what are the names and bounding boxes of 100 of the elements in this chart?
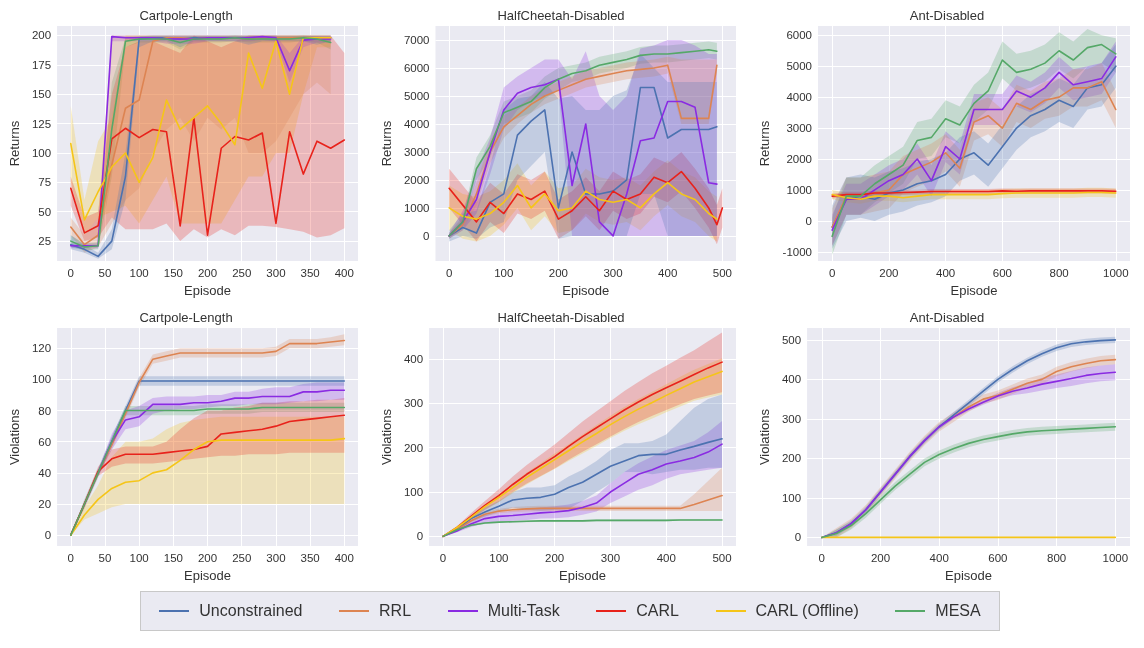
y-tick-label: 5000 (786, 60, 812, 73)
y-tick-label: 0 (794, 531, 802, 544)
x-tick-label: 100 (129, 552, 149, 565)
y-axis-title: Returns (379, 120, 394, 167)
legend-label: RRL (379, 602, 412, 620)
x-tick-label: 100 (494, 267, 514, 280)
x-tick-label: 50 (98, 267, 112, 280)
chart-title: HalfCheetah-Disabled (497, 8, 625, 23)
x-tick-label: 0 (439, 552, 447, 565)
y-axis-title: Violations (379, 408, 394, 466)
x-tick-label: 250 (232, 552, 252, 565)
y-tick-label: 4000 (403, 117, 430, 130)
x-tick-label: 100 (129, 267, 149, 280)
y-tick-label: 100 (31, 146, 52, 159)
y-tick-label: 0 (44, 529, 52, 542)
line-series (953, 358, 1117, 418)
chart-title: Cartpole-Length (139, 8, 233, 23)
y-tick-label: 80 (38, 404, 52, 417)
y-tick-label: 1000 (403, 201, 430, 214)
line-series (69, 116, 346, 237)
x-tick-label: 600 (988, 552, 1008, 565)
y-tick-label: 1000 (786, 183, 812, 196)
y-tick-label: 6000 (403, 61, 430, 74)
x-tick-label: 350 (300, 552, 320, 565)
x-tick-label: 400 (334, 552, 354, 565)
line-series (69, 437, 346, 536)
y-tick-label: 200 (31, 29, 52, 42)
y-tick-label: 0 (416, 530, 424, 543)
y-axis-title: Returns (757, 120, 772, 167)
line-series (448, 181, 718, 220)
y-tick-label: 175 (31, 58, 52, 71)
x-tick-label: 200 (197, 267, 218, 280)
y-tick-label: 0 (423, 229, 430, 242)
y-tick-label: 300 (781, 412, 802, 425)
y-tick-label: 5000 (403, 89, 430, 102)
y-axis-title: Returns (7, 120, 22, 167)
y-tick-label: 40 (38, 466, 52, 479)
chart-title: Ant-Disabled (909, 310, 985, 325)
x-tick-label: 0 (67, 267, 74, 280)
chart-title: Ant-Disabled (909, 8, 985, 23)
x-tick-label: 500 (712, 552, 732, 565)
y-tick-label: 100 (403, 486, 424, 499)
x-tick-label: 0 (67, 552, 74, 565)
y-tick-label: 2000 (786, 153, 812, 166)
x-tick-label: 1000 (1102, 552, 1129, 565)
y-tick-label: 4000 (786, 91, 812, 104)
y-tick-label: 300 (403, 397, 424, 410)
y-tick-label: 20 (38, 498, 52, 511)
x-tick-label: 200 (548, 267, 569, 280)
x-tick-label: 0 (445, 267, 453, 280)
y-tick-label: 75 (38, 176, 52, 189)
legend-label: Multi-Task (487, 602, 560, 620)
y-tick-label: 125 (31, 117, 52, 130)
x-axis-title: Episode (184, 568, 232, 583)
x-axis-title: Episode (184, 283, 232, 298)
x-axis-title: Episode (559, 568, 607, 583)
x-tick-label: 400 (656, 552, 676, 565)
y-tick-label: 400 (403, 353, 424, 366)
y-tick-label: 25 (38, 235, 52, 248)
y-tick-label: 200 (781, 452, 802, 465)
legend-label: Unconstrained (199, 602, 303, 620)
y-tick-label: 60 (38, 435, 52, 448)
legend-label: CARL (Offline) (755, 602, 859, 620)
y-tick-label: 100 (31, 373, 52, 386)
chart-title: HalfCheetah-Disabled (497, 310, 625, 325)
x-tick-label: 300 (600, 552, 621, 565)
x-axis-title: Episode (945, 568, 993, 583)
legend-label: CARL (636, 602, 679, 620)
x-tick-label: 150 (163, 267, 183, 280)
y-tick-label: 0 (805, 214, 812, 227)
y-tick-label: 500 (781, 333, 802, 346)
x-tick-label: 0 (828, 267, 836, 280)
y-tick-label: 2000 (403, 173, 430, 186)
x-tick-label: 800 (1049, 267, 1069, 280)
y-tick-label: 50 (38, 205, 52, 218)
y-tick-label: 120 (31, 342, 52, 355)
y-axis-title: Violations (757, 408, 772, 466)
x-axis-title: Episode (562, 283, 610, 298)
y-tick-label: -1000 (782, 245, 812, 258)
y-tick-label: 6000 (786, 29, 812, 42)
x-tick-label: 350 (300, 267, 320, 280)
x-tick-label: 400 (334, 267, 354, 280)
x-tick-label: 400 (929, 552, 949, 565)
x-tick-label: 1000 (1103, 267, 1129, 280)
x-tick-label: 800 (1047, 552, 1067, 565)
x-tick-label: 600 (992, 267, 1012, 280)
x-tick-label: 200 (197, 552, 218, 565)
x-tick-label: 250 (232, 267, 252, 280)
x-tick-label: 200 (879, 267, 899, 280)
y-tick-label: 400 (781, 373, 802, 386)
x-tick-label: 0 (818, 552, 825, 565)
y-axis-title: Violations (7, 408, 22, 466)
y-tick-label: 3000 (786, 122, 812, 135)
y-tick-label: 100 (781, 491, 802, 504)
x-tick-label: 400 (658, 267, 678, 280)
x-tick-label: 100 (489, 552, 509, 565)
x-tick-label: 300 (266, 267, 286, 280)
x-axis-title: Episode (950, 283, 998, 298)
legend-label: MESA (935, 602, 981, 620)
x-tick-label: 400 (936, 267, 956, 280)
